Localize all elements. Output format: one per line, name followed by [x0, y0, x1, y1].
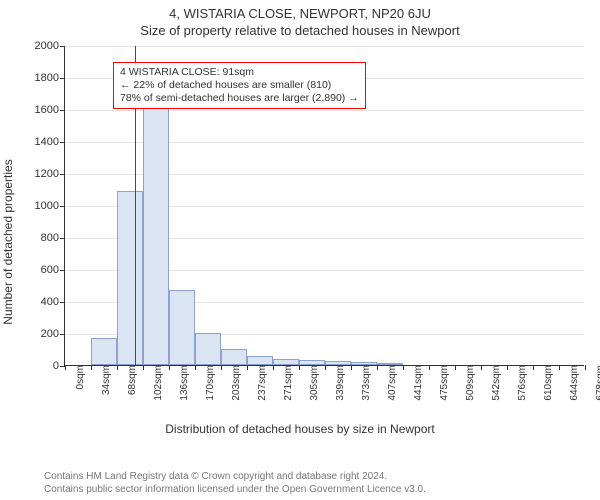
credits-line-2: Contains public sector information licen… [44, 484, 426, 497]
histogram-bar [195, 333, 220, 365]
xtick-mark [117, 365, 118, 370]
y-axis-label: Number of detached properties [1, 159, 15, 324]
xtick-label: 542sqm [485, 365, 502, 401]
xtick-mark [533, 365, 534, 370]
xtick-label: 441sqm [407, 365, 424, 401]
xtick-label: 509sqm [459, 365, 476, 401]
xtick-mark [325, 365, 326, 370]
xtick-mark [247, 365, 248, 370]
xtick-label: 136sqm [173, 365, 190, 401]
histogram-bar [169, 290, 195, 365]
histogram-bar [143, 104, 169, 365]
plot-area: 4 WISTARIA CLOSE: 91sqm ← 22% of detache… [64, 46, 584, 366]
credits-line-1: Contains HM Land Registry data © Crown c… [44, 471, 426, 484]
xtick-label: 68sqm [121, 365, 138, 395]
xtick-mark [351, 365, 352, 370]
ytick-label: 400 [41, 296, 65, 308]
annotation-box: 4 WISTARIA CLOSE: 91sqm ← 22% of detache… [113, 62, 366, 109]
xtick-label: 610sqm [537, 365, 554, 401]
xtick-mark [403, 365, 404, 370]
ytick-label: 0 [53, 360, 65, 372]
xtick-mark [143, 365, 144, 370]
xtick-label: 102sqm [147, 365, 164, 401]
xtick-mark [299, 365, 300, 370]
xtick-label: 644sqm [563, 365, 580, 401]
xtick-label: 373sqm [355, 365, 372, 401]
xtick-mark [91, 365, 92, 370]
xtick-label: 203sqm [225, 365, 242, 401]
ytick-label: 2000 [35, 40, 65, 52]
xtick-mark [221, 365, 222, 370]
page-title-sub: Size of property relative to detached ho… [0, 21, 600, 38]
xtick-mark [559, 365, 560, 370]
page-title-address: 4, WISTARIA CLOSE, NEWPORT, NP20 6JU [0, 0, 600, 21]
xtick-label: 170sqm [199, 365, 216, 401]
xtick-label: 237sqm [251, 365, 268, 401]
ytick-label: 800 [41, 232, 65, 244]
xtick-mark [195, 365, 196, 370]
credits: Contains HM Land Registry data © Crown c… [44, 471, 426, 496]
xtick-mark [455, 365, 456, 370]
xtick-label: 576sqm [511, 365, 528, 401]
xtick-label: 305sqm [303, 365, 320, 401]
gridline-h [65, 46, 584, 47]
histogram-bar [247, 356, 273, 365]
histogram-bar [221, 349, 247, 365]
xtick-label: 407sqm [381, 365, 398, 401]
ytick-label: 1800 [35, 72, 65, 84]
xtick-mark [507, 365, 508, 370]
xtick-label: 34sqm [95, 365, 112, 395]
ytick-label: 200 [41, 328, 65, 340]
chart-container: Number of detached properties 4 WISTARIA… [0, 42, 600, 440]
xtick-mark [429, 365, 430, 370]
ytick-label: 1000 [35, 200, 65, 212]
xtick-mark [585, 365, 586, 370]
xtick-mark [65, 365, 66, 370]
annotation-line-2: ← 22% of detached houses are smaller (81… [120, 79, 359, 92]
histogram-bar [91, 338, 117, 365]
xtick-mark [377, 365, 378, 370]
histogram-bar [117, 191, 143, 365]
xtick-label: 678sqm [589, 365, 600, 401]
ytick-label: 1400 [35, 136, 65, 148]
x-axis-label: Distribution of detached houses by size … [0, 422, 600, 436]
xtick-label: 475sqm [433, 365, 450, 401]
annotation-line-1: 4 WISTARIA CLOSE: 91sqm [120, 66, 359, 79]
xtick-label: 0sqm [69, 365, 86, 389]
xtick-mark [169, 365, 170, 370]
xtick-mark [273, 365, 274, 370]
xtick-mark [481, 365, 482, 370]
xtick-label: 271sqm [277, 365, 294, 401]
ytick-label: 1600 [35, 104, 65, 116]
xtick-label: 339sqm [329, 365, 346, 401]
ytick-label: 600 [41, 264, 65, 276]
annotation-line-3: 78% of semi-detached houses are larger (… [120, 92, 359, 105]
ytick-label: 1200 [35, 168, 65, 180]
